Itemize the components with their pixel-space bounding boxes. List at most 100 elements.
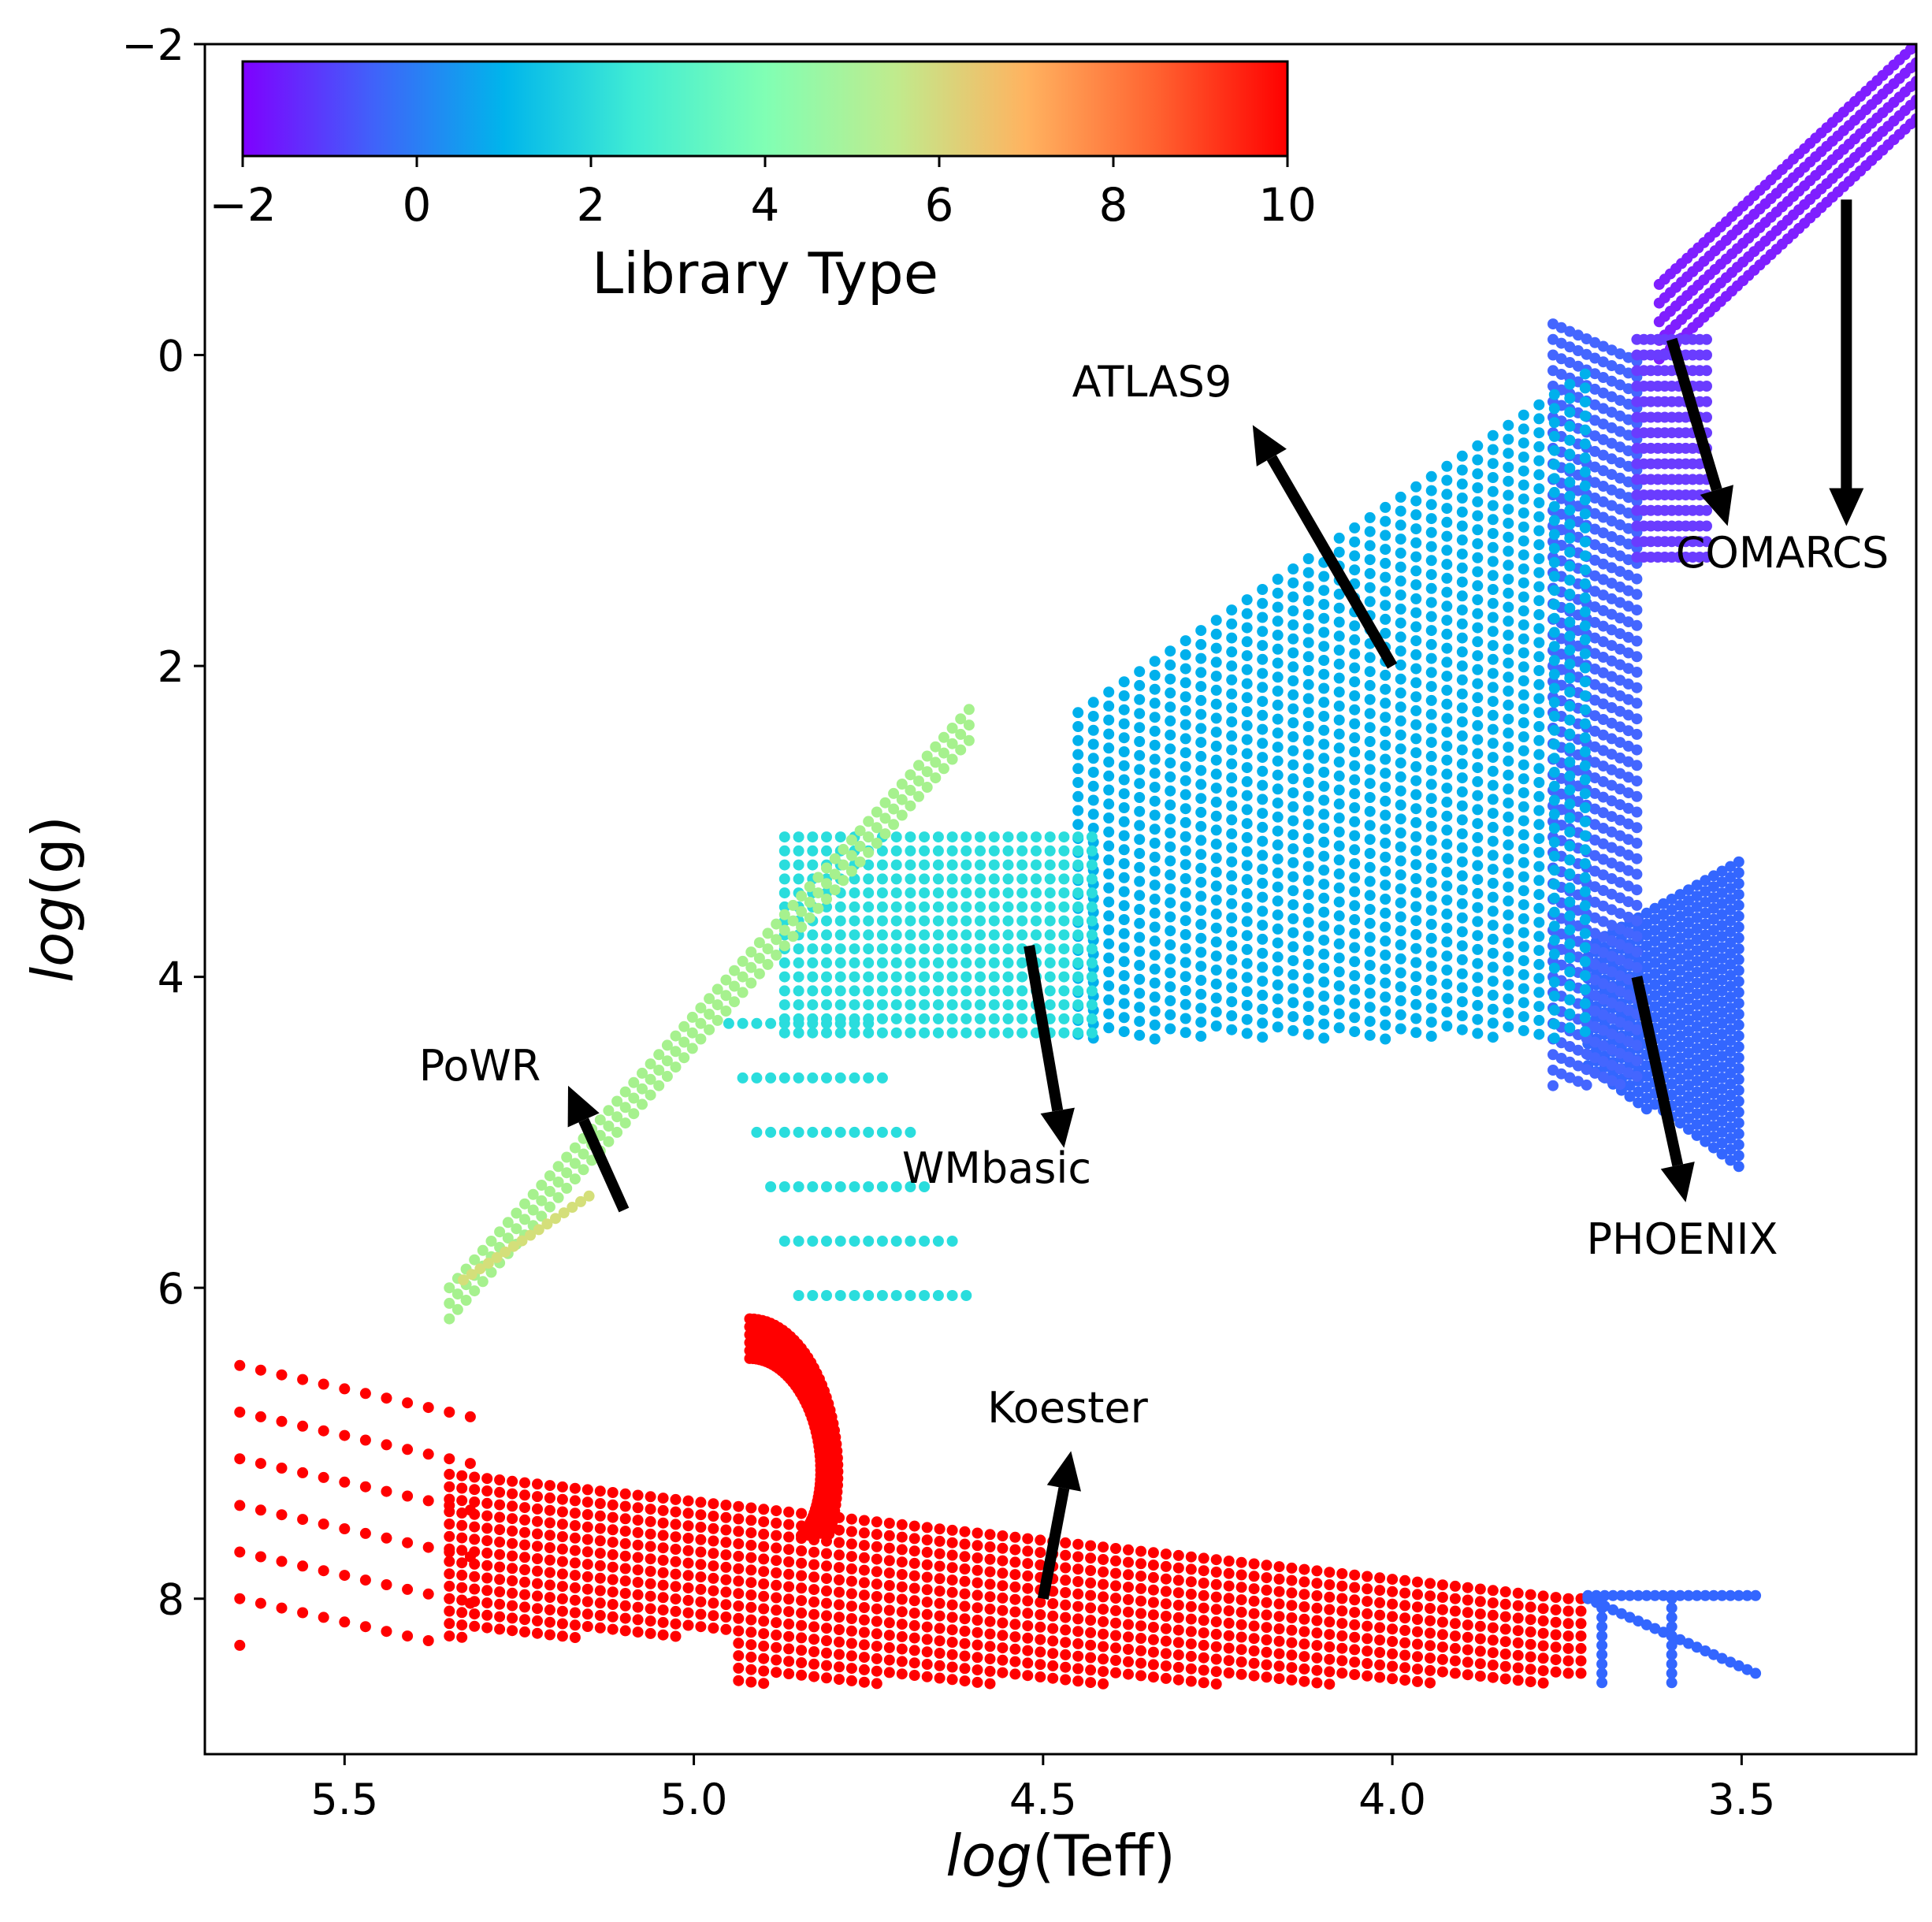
phoenix-point: [1649, 924, 1661, 936]
koester-point: [255, 1411, 266, 1422]
koester-point: [1135, 1620, 1146, 1632]
koester-point: [1562, 1667, 1574, 1679]
atlas9-point: [1503, 951, 1514, 963]
atlas9-point: [1441, 712, 1453, 724]
koester-point: [1362, 1583, 1373, 1595]
wmbasic-point: [1031, 859, 1042, 871]
koester-point: [771, 1654, 782, 1666]
atlas9-point: [1210, 936, 1222, 948]
phoenix-point: [1733, 921, 1744, 933]
atlas9-point: [1441, 642, 1453, 654]
atlas9-point: [1503, 643, 1514, 655]
wmbasic-point: [834, 971, 846, 983]
koester-point: [1009, 1631, 1021, 1643]
koester-point: [1336, 1630, 1348, 1641]
koester-point: [359, 1481, 371, 1493]
atlas9-point: [1257, 1003, 1269, 1015]
koester-point: [1235, 1644, 1247, 1656]
koester-point: [632, 1489, 644, 1501]
wmbasic-point: [1016, 999, 1028, 1011]
koester-point: [657, 1542, 669, 1554]
atlas9-point: [1487, 472, 1499, 483]
atlas9-point: [1226, 828, 1238, 840]
koester-point: [921, 1584, 933, 1596]
koester-point: [544, 1542, 555, 1553]
phoenix-point: [1597, 775, 1609, 787]
koester-point: [1172, 1649, 1184, 1661]
koester-point: [745, 1552, 757, 1563]
koester-point: [896, 1593, 908, 1605]
koester-point: [834, 1636, 845, 1648]
koester-point: [1436, 1616, 1448, 1628]
koester-point: [1349, 1656, 1361, 1668]
atlas9-point: [1533, 623, 1545, 634]
phoenix-point: [1589, 415, 1601, 426]
koester-point: [946, 1574, 958, 1586]
atlas9-point: [1165, 813, 1176, 825]
atlas9-point: [1103, 882, 1115, 894]
phoenix-point: [1707, 1131, 1719, 1143]
koester-point: [1085, 1677, 1097, 1689]
koester-point: [1123, 1582, 1134, 1593]
phoenix-point: [1564, 1041, 1576, 1052]
wmbasic-point: [821, 901, 832, 913]
koester-point: [1412, 1651, 1423, 1663]
wmbasic-point: [876, 873, 888, 885]
koester-point: [234, 1500, 246, 1511]
powr-point: [583, 1190, 595, 1202]
phoenix-point: [1622, 693, 1634, 705]
koester-point: [1425, 1590, 1436, 1602]
koester-point: [1060, 1637, 1072, 1649]
wmbasic-point: [778, 999, 790, 1011]
koester-point: [1462, 1582, 1473, 1593]
powr-point: [787, 899, 799, 911]
atlas9-point: [1302, 972, 1314, 984]
wmbasic-point: [890, 957, 902, 968]
x-tick-label: 4.0: [1358, 1775, 1426, 1824]
atlas9-point: [1487, 891, 1499, 903]
koester-point: [519, 1502, 530, 1514]
atlas9-point: [1241, 734, 1253, 745]
powr-point: [670, 1046, 682, 1058]
koester-point: [1299, 1563, 1310, 1575]
atlas9-point: [1472, 762, 1484, 774]
koester-point: [896, 1668, 908, 1680]
atlas9-point: [1533, 399, 1545, 411]
phoenix-point: [1589, 586, 1601, 597]
koester-point: [255, 1551, 266, 1563]
koester-point: [1525, 1638, 1536, 1650]
koester-point: [1147, 1634, 1159, 1645]
phoenix-point: [1614, 426, 1626, 437]
powr-point: [544, 1185, 555, 1197]
wmbasic-point: [946, 971, 958, 983]
atlas9-point: [1118, 914, 1130, 925]
wmbasic-point: [1072, 887, 1084, 899]
atlas9-point: [1548, 906, 1560, 918]
koester-point: [745, 1626, 757, 1638]
atlas9-point: [1533, 931, 1545, 942]
atlas9-point: [1503, 853, 1514, 865]
phoenix-point: [1640, 1070, 1652, 1082]
atlas9-point: [1548, 1004, 1560, 1016]
koester-point: [464, 1597, 476, 1609]
powr-point: [516, 1235, 528, 1247]
koester-point: [1235, 1569, 1247, 1581]
phoenix-point: [1596, 1593, 1608, 1604]
powr-point: [536, 1180, 548, 1191]
atlas9-point: [1287, 773, 1299, 785]
atlas9-point: [1226, 660, 1238, 672]
phoenix-point: [1691, 912, 1703, 924]
phoenix-point: [1733, 1041, 1744, 1053]
wmbasic-point: [834, 1017, 846, 1029]
koester-point: [594, 1522, 606, 1534]
atlas9-point: [1533, 678, 1545, 690]
atlas9-point: [1134, 946, 1146, 957]
wmbasic-point: [1002, 887, 1014, 899]
phoenix-point: [1596, 1612, 1608, 1623]
wmbasic-point: [1016, 831, 1028, 843]
atlas9-point: [1364, 708, 1376, 719]
atlas9-point: [1425, 835, 1437, 846]
koester-point: [1575, 1642, 1587, 1654]
wmbasic-point: [821, 1290, 832, 1301]
phoenix-point: [1614, 550, 1626, 562]
